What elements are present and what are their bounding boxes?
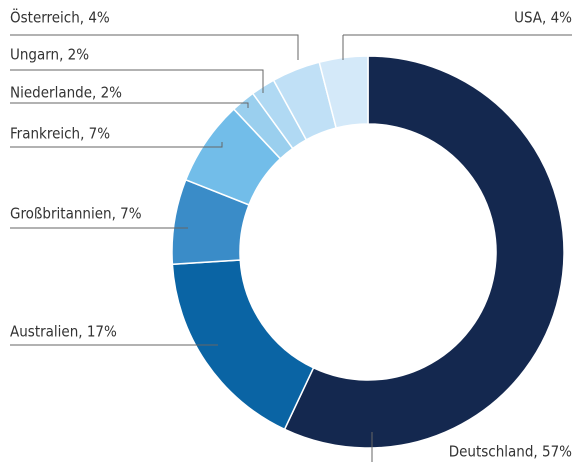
slice-label: Niederlande, 2% [10, 84, 122, 102]
slice-label: Frankreich, 7% [10, 125, 110, 143]
leader-line [10, 69, 264, 93]
leader-line [10, 102, 249, 108]
leader-line [10, 34, 299, 60]
slice [318, 55, 369, 129]
leader-line [342, 34, 572, 60]
slice-label: Großbritannien, 7% [10, 205, 142, 223]
slice [283, 55, 565, 449]
leader-line [10, 142, 223, 148]
slice-label: Ungarn, 2% [10, 46, 89, 64]
slice-label: Deutschland, 57% [449, 443, 572, 461]
slice-label: Österreich, 4% [10, 8, 110, 27]
slice-label: Australien, 17% [10, 323, 117, 341]
slice-label: USA, 4% [514, 9, 572, 27]
